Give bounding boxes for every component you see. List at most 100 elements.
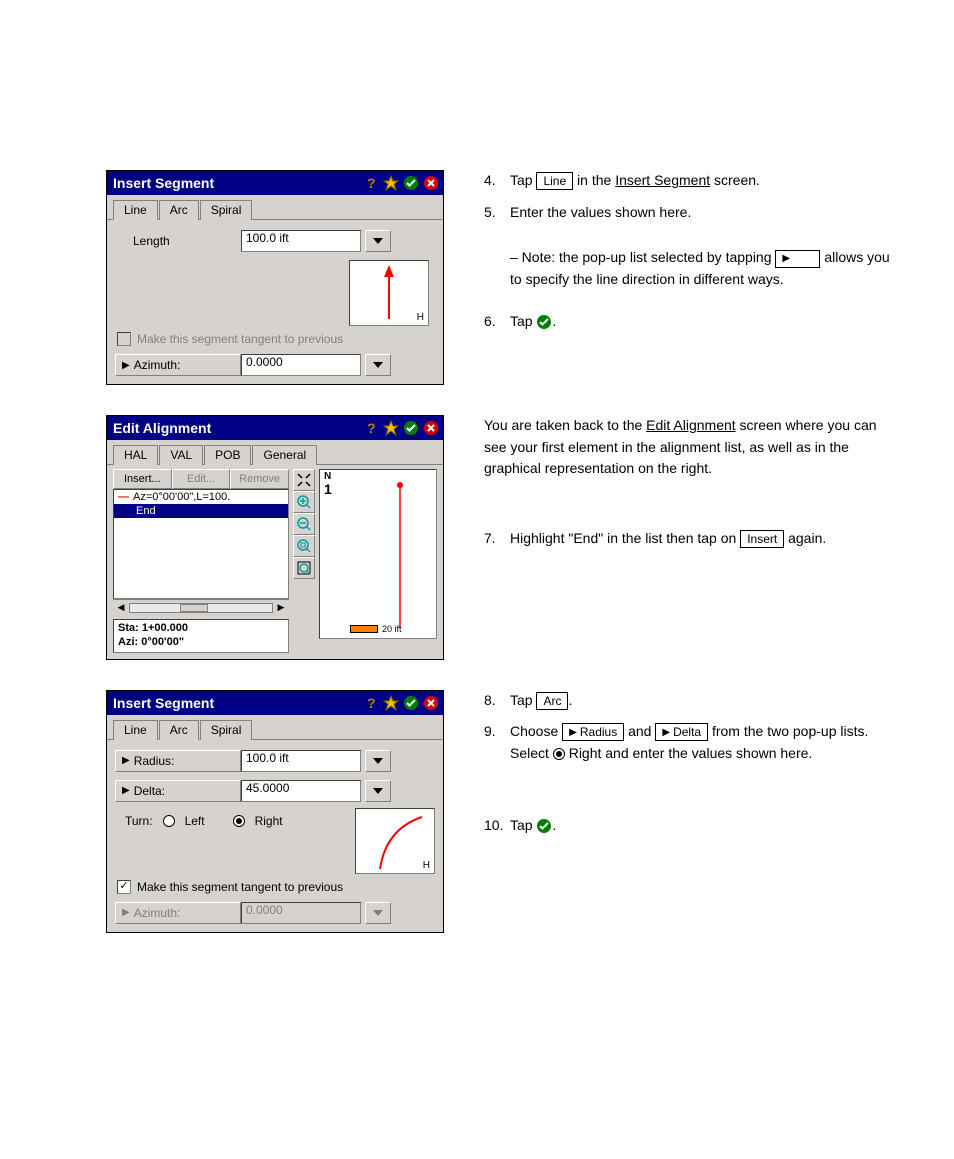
preview-h-label: H: [423, 860, 430, 871]
tab-spiral[interactable]: Spiral: [200, 720, 253, 740]
line-preview: H: [349, 260, 429, 326]
tab-arc[interactable]: Arc: [159, 720, 199, 740]
radius-input[interactable]: 100.0 ift: [241, 750, 361, 772]
step-num: 8.: [484, 690, 502, 722]
turn-label: Turn:: [125, 814, 153, 828]
zoom-extents-icon[interactable]: [293, 469, 315, 491]
step-num: 6.: [484, 311, 502, 343]
tangent-checkbox[interactable]: ✓: [117, 880, 131, 894]
dialog-title: Edit Alignment: [113, 420, 363, 436]
inline-arc-button: Arc: [536, 692, 568, 710]
arc-preview: H: [355, 808, 435, 874]
star-icon[interactable]: [383, 695, 399, 711]
scroll-right-icon[interactable]: ▶: [275, 602, 287, 613]
radius-btn[interactable]: ▶Radius:: [115, 750, 241, 772]
status-sta: Sta: 1+00.000: [118, 622, 284, 636]
remove-button: Remove: [230, 469, 289, 489]
help-icon[interactable]: ?: [363, 695, 379, 711]
horizontal-scrollbar[interactable]: ◀ ▶: [113, 599, 289, 615]
inline-delta-button: ▶ Delta: [655, 723, 708, 741]
length-label: Length: [115, 234, 241, 248]
titlebar: Edit Alignment ?: [107, 416, 443, 440]
delta-btn[interactable]: ▶Delta:: [115, 780, 241, 802]
inline-ok-icon: [536, 314, 552, 330]
insert-segment-arc-dialog: Insert Segment ? Line Arc Spiral ▶Radius…: [106, 690, 444, 933]
instructions-block-3: 8. Tap Arc. 9. Choose ▶ Radius and ▶ Del…: [484, 690, 894, 847]
instructions-block-2: You are taken back to the Edit Alignment…: [484, 415, 894, 560]
edit-alignment-dialog: Edit Alignment ? HAL VAL POB General: [106, 415, 444, 660]
help-icon[interactable]: ?: [363, 175, 379, 191]
segment-list[interactable]: —Az=0°00'00",L=100. End: [113, 489, 289, 599]
azimuth-input[interactable]: 0.0000: [241, 354, 361, 376]
star-icon[interactable]: [383, 420, 399, 436]
tangent-label: Make this segment tangent to previous: [137, 880, 343, 894]
tab-spiral[interactable]: Spiral: [200, 200, 253, 220]
dialog-title: Insert Segment: [113, 175, 363, 191]
delta-dropdown[interactable]: [365, 780, 391, 802]
close-icon[interactable]: [423, 695, 439, 711]
edit-button: Edit...: [172, 469, 231, 489]
map-preview[interactable]: N 1 20 ift: [319, 469, 437, 639]
scroll-left-icon[interactable]: ◀: [115, 602, 127, 613]
list-item-selected[interactable]: End: [114, 504, 288, 518]
svg-text:?: ?: [367, 695, 376, 711]
tangent-checkbox: [117, 332, 131, 346]
zoom-out-icon[interactable]: [293, 513, 315, 535]
length-dropdown[interactable]: [365, 230, 391, 252]
delta-input[interactable]: 45.0000: [241, 780, 361, 802]
insert-button[interactable]: Insert...: [113, 469, 172, 489]
inline-radio-icon: [553, 748, 565, 760]
turn-left-radio[interactable]: [163, 815, 175, 827]
inline-insert-button: Insert: [740, 530, 784, 548]
close-icon[interactable]: [423, 420, 439, 436]
star-icon[interactable]: [383, 175, 399, 191]
inline-radius-button: ▶ Radius: [562, 723, 624, 741]
instructions-block-1: 4. Tap Line in the Insert Segment screen…: [484, 170, 894, 342]
tab-val[interactable]: VAL: [159, 445, 203, 465]
tangent-label: Make this segment tangent to previous: [137, 332, 343, 346]
ok-icon[interactable]: [403, 420, 419, 436]
inline-popup-button: ▶: [775, 250, 820, 268]
svg-text:?: ?: [367, 175, 376, 191]
azimuth-btn[interactable]: ▶Azimuth:: [115, 354, 241, 376]
tab-row: Line Arc Spiral: [107, 715, 443, 740]
preview-h-label: H: [417, 312, 424, 323]
close-icon[interactable]: [423, 175, 439, 191]
inline-line-button: Line: [536, 172, 573, 190]
zoom-window-icon[interactable]: [293, 535, 315, 557]
radius-dropdown[interactable]: [365, 750, 391, 772]
zoom-toolbar: [293, 469, 315, 653]
ok-icon[interactable]: [403, 175, 419, 191]
scale-bar: 20 ift: [350, 624, 402, 634]
tab-line[interactable]: Line: [113, 720, 158, 740]
status-azi: Azi: 0°00'00": [118, 636, 284, 650]
length-input[interactable]: 100.0 ift: [241, 230, 361, 252]
north-indicator: N 1: [324, 472, 332, 497]
insert-segment-line-dialog: Insert Segment ? Lin: [106, 170, 444, 385]
inline-ok-icon: [536, 818, 552, 834]
azimuth-btn: ▶Azimuth:: [115, 902, 241, 924]
tab-general[interactable]: General: [252, 445, 317, 465]
titlebar: Insert Segment ?: [107, 171, 443, 195]
tab-arc[interactable]: Arc: [159, 200, 199, 220]
titlebar: Insert Segment ?: [107, 691, 443, 715]
tab-row: Line Arc Spiral: [107, 195, 443, 220]
status-box: Sta: 1+00.000 Azi: 0°00'00": [113, 619, 289, 653]
list-item[interactable]: —Az=0°00'00",L=100.: [114, 490, 288, 504]
turn-right-radio[interactable]: [233, 815, 245, 827]
step-text: Enter the values shown here.: [510, 202, 691, 224]
tab-hal[interactable]: HAL: [113, 445, 158, 465]
tab-line[interactable]: Line: [113, 200, 158, 220]
dialog-title: Insert Segment: [113, 695, 363, 711]
step-num: 10.: [484, 815, 502, 847]
step-num: 9.: [484, 721, 502, 774]
step-num: 4.: [484, 170, 502, 202]
zoom-all-icon[interactable]: [293, 557, 315, 579]
tab-pob[interactable]: POB: [204, 445, 251, 465]
ok-icon[interactable]: [403, 695, 419, 711]
help-icon[interactable]: ?: [363, 420, 379, 436]
azimuth-dropdown[interactable]: [365, 354, 391, 376]
step-num: 7.: [484, 528, 502, 560]
azimuth-dropdown: [365, 902, 391, 924]
zoom-in-icon[interactable]: [293, 491, 315, 513]
